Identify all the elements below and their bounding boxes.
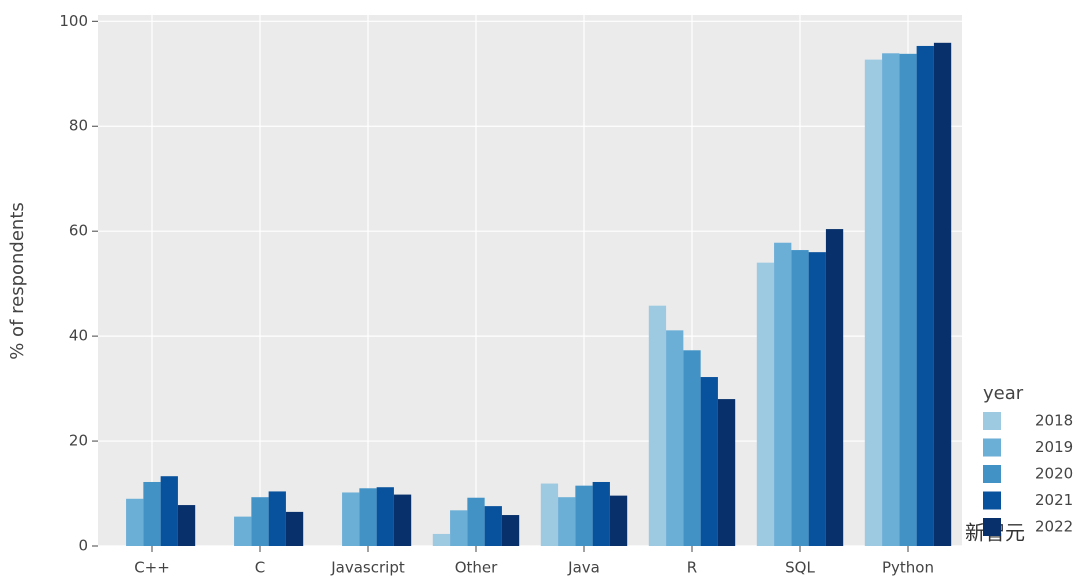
bar	[648, 305, 667, 546]
legend-label: 2018	[1035, 412, 1073, 430]
legend-label: 2019	[1035, 438, 1073, 456]
x-tick-label: R	[687, 559, 697, 577]
bar	[126, 498, 144, 546]
bar	[177, 505, 196, 546]
bar	[916, 45, 934, 546]
bar	[393, 494, 412, 546]
bar	[450, 510, 468, 546]
y-axis-label: % of respondents	[7, 202, 28, 360]
bar	[899, 53, 917, 546]
y-tick-label: 60	[69, 222, 88, 240]
x-tick-label: C	[255, 559, 265, 577]
y-tick-label: 20	[69, 432, 88, 450]
bar	[558, 497, 576, 546]
legend-label: 2022	[1035, 518, 1073, 536]
legend-label: 2020	[1035, 465, 1073, 483]
bar	[160, 476, 178, 546]
bar	[359, 488, 377, 546]
y-tick-label: 0	[78, 537, 88, 555]
bar	[268, 491, 286, 546]
legend-swatch	[983, 465, 1001, 483]
bar	[683, 350, 701, 546]
bar	[864, 59, 883, 547]
bar	[933, 42, 952, 546]
bar	[666, 330, 684, 546]
bar	[882, 53, 900, 547]
bar	[825, 229, 844, 547]
bar	[808, 252, 826, 546]
bar	[376, 487, 394, 546]
bar	[717, 399, 736, 546]
x-tick-label: Java	[567, 559, 600, 577]
bar	[251, 497, 269, 546]
legend-swatch	[983, 518, 1001, 536]
bar	[432, 533, 451, 546]
bar	[774, 242, 792, 546]
bar	[143, 481, 161, 546]
legend-swatch	[983, 491, 1001, 510]
bar	[592, 481, 610, 546]
bar	[234, 516, 252, 546]
bar	[540, 483, 559, 546]
bar	[342, 492, 360, 546]
y-tick-label: 80	[69, 117, 88, 135]
x-tick-label: Python	[882, 559, 934, 577]
bar	[285, 511, 304, 546]
legend-swatch	[983, 438, 1001, 457]
bar	[575, 485, 593, 546]
bar	[609, 495, 628, 546]
x-tick-label: Other	[455, 559, 498, 577]
legend-label: 2021	[1035, 491, 1073, 509]
x-tick-label: C++	[134, 559, 170, 577]
legend-title: year	[983, 383, 1024, 404]
bar	[484, 506, 502, 546]
bar	[756, 262, 775, 546]
x-tick-label: Javascript	[330, 559, 405, 577]
y-tick-label: 40	[69, 327, 88, 345]
y-tick-label: 100	[59, 12, 88, 30]
x-tick-label: SQL	[785, 559, 815, 577]
legend-swatch	[983, 412, 1001, 430]
bar	[501, 515, 520, 546]
bar	[700, 377, 718, 546]
bar	[791, 250, 809, 546]
bar	[467, 497, 485, 546]
